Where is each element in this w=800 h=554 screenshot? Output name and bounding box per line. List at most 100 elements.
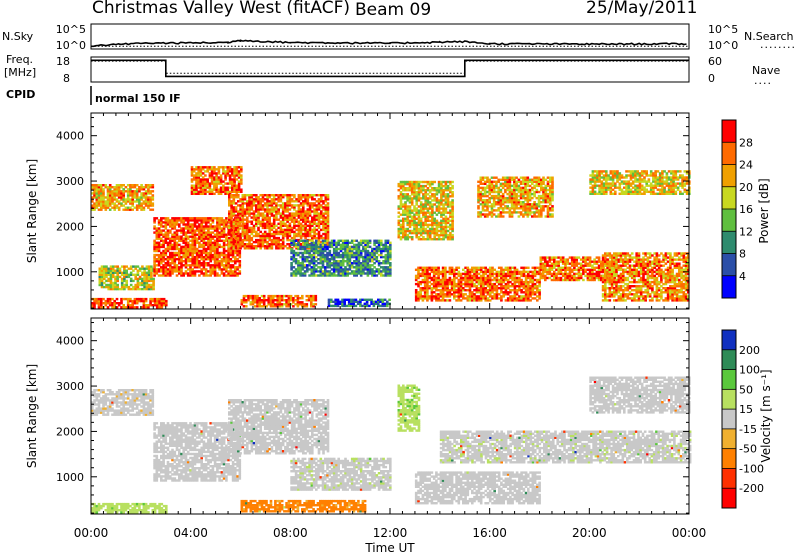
power-echo-cell (344, 249, 347, 253)
power-echo-cell (384, 243, 388, 247)
power-echo-cell (353, 262, 356, 265)
power-echo-cell (171, 243, 174, 247)
power-echo-cell (357, 258, 361, 261)
power-echo-cell (207, 274, 210, 277)
power-echo-cell (257, 243, 260, 246)
power-echo-cell (114, 265, 117, 268)
power-echo-cell (260, 294, 264, 298)
power-echo-cell (322, 214, 325, 217)
power-echo-cell (200, 235, 203, 238)
power-echo-cell (237, 172, 241, 175)
power-echo-cell (296, 299, 300, 302)
power-echo-cell (522, 297, 526, 300)
power-echo-cell (180, 237, 183, 240)
power-echo-cell (285, 299, 288, 302)
power-echo-cell (211, 217, 215, 220)
power-echo-cell (422, 221, 425, 225)
power-echo-cell (227, 251, 230, 255)
power-echo-cell (104, 184, 108, 187)
power-echo-cell (513, 268, 517, 271)
power-echo-cell (435, 207, 439, 210)
power-echo-cell (313, 230, 316, 234)
power-echo-cell (268, 222, 271, 225)
power-echo-cell (292, 260, 296, 263)
power-echo-cell (295, 234, 298, 238)
power-echo-cell (294, 270, 298, 273)
power-echo-cell (384, 268, 388, 271)
power-echo-cell (473, 299, 476, 302)
power-echo-cell (107, 279, 110, 283)
power-echo-cell (495, 270, 499, 274)
power-echo-cell (399, 213, 403, 216)
power-echo-cell (281, 214, 285, 217)
power-echo-cell (246, 234, 249, 238)
power-echo-cell (303, 303, 306, 306)
power-echo-cell (271, 303, 275, 306)
power-echo-cell (104, 204, 108, 207)
power-echo-cell (189, 272, 192, 275)
power-echo-cell (348, 272, 352, 275)
power-echo-cell (250, 236, 254, 240)
power-echo-cell (362, 266, 365, 269)
power-echo-cell (216, 253, 219, 257)
power-echo-cell (220, 235, 224, 238)
power-echo-cell (311, 222, 314, 225)
power-echo-cell (313, 228, 316, 232)
power-echo-cell (371, 251, 374, 255)
power-echo-cell (217, 188, 221, 191)
power-echo-cell (281, 194, 285, 197)
power-echo-cell (397, 197, 401, 200)
power-echo-cell (228, 240, 231, 244)
power-echo-cell (228, 168, 232, 171)
power-echo-cell (306, 232, 310, 236)
power-echo-cell (100, 198, 103, 201)
power-echo-cell (440, 195, 443, 198)
power-echo-cell (213, 184, 216, 187)
power-echo-cell (195, 237, 199, 240)
power-echo-cell (201, 192, 205, 195)
power-echo-cell (453, 291, 456, 294)
power-echo-cell (182, 223, 185, 226)
power-echo-cell (191, 262, 194, 265)
power-echo-cell (406, 213, 409, 216)
power-echo-cell (180, 239, 183, 242)
power-echo-cell (288, 224, 292, 227)
power-echo-cell (178, 270, 181, 273)
power-echo-cell (475, 295, 479, 298)
power-echo-cell (238, 260, 242, 263)
power-echo-cell (207, 264, 210, 267)
power-echo-cell (201, 186, 205, 189)
power-echo-cell (180, 264, 183, 267)
power-echo-cell (173, 235, 177, 238)
power-echo-cell (100, 306, 103, 309)
power-echo-cell (386, 253, 390, 257)
power-echo-cell (495, 287, 499, 290)
power-echo-cell (209, 235, 212, 238)
power-echo-cell (502, 280, 505, 284)
power-echo-cell (435, 213, 439, 216)
power-echo-cell (169, 239, 172, 242)
power-echo-cell (466, 289, 470, 292)
power-echo-cell (232, 224, 236, 227)
power-echo-cell (455, 282, 458, 286)
power-echo-cell (448, 266, 452, 269)
power-echo-cell (353, 260, 356, 263)
power-echo-cell (268, 220, 271, 223)
power-echo-cell (120, 271, 124, 274)
power-echo-cell (432, 268, 436, 271)
power-echo-cell (122, 184, 125, 187)
power-echo-cell (380, 266, 383, 269)
power-echo-cell (513, 295, 517, 298)
power-echo-cell (324, 220, 328, 223)
power-echo-cell (451, 209, 454, 212)
power-echo-cell (326, 264, 329, 267)
power-echo-cell (150, 277, 153, 281)
power-echo-cell (368, 304, 371, 308)
power-echo-cell (324, 210, 328, 213)
power-echo-cell (123, 285, 126, 289)
power-echo-cell (248, 200, 251, 203)
power-echo-cell (353, 247, 356, 251)
power-echo-cell (109, 281, 113, 285)
power-echo-cell (399, 187, 403, 190)
